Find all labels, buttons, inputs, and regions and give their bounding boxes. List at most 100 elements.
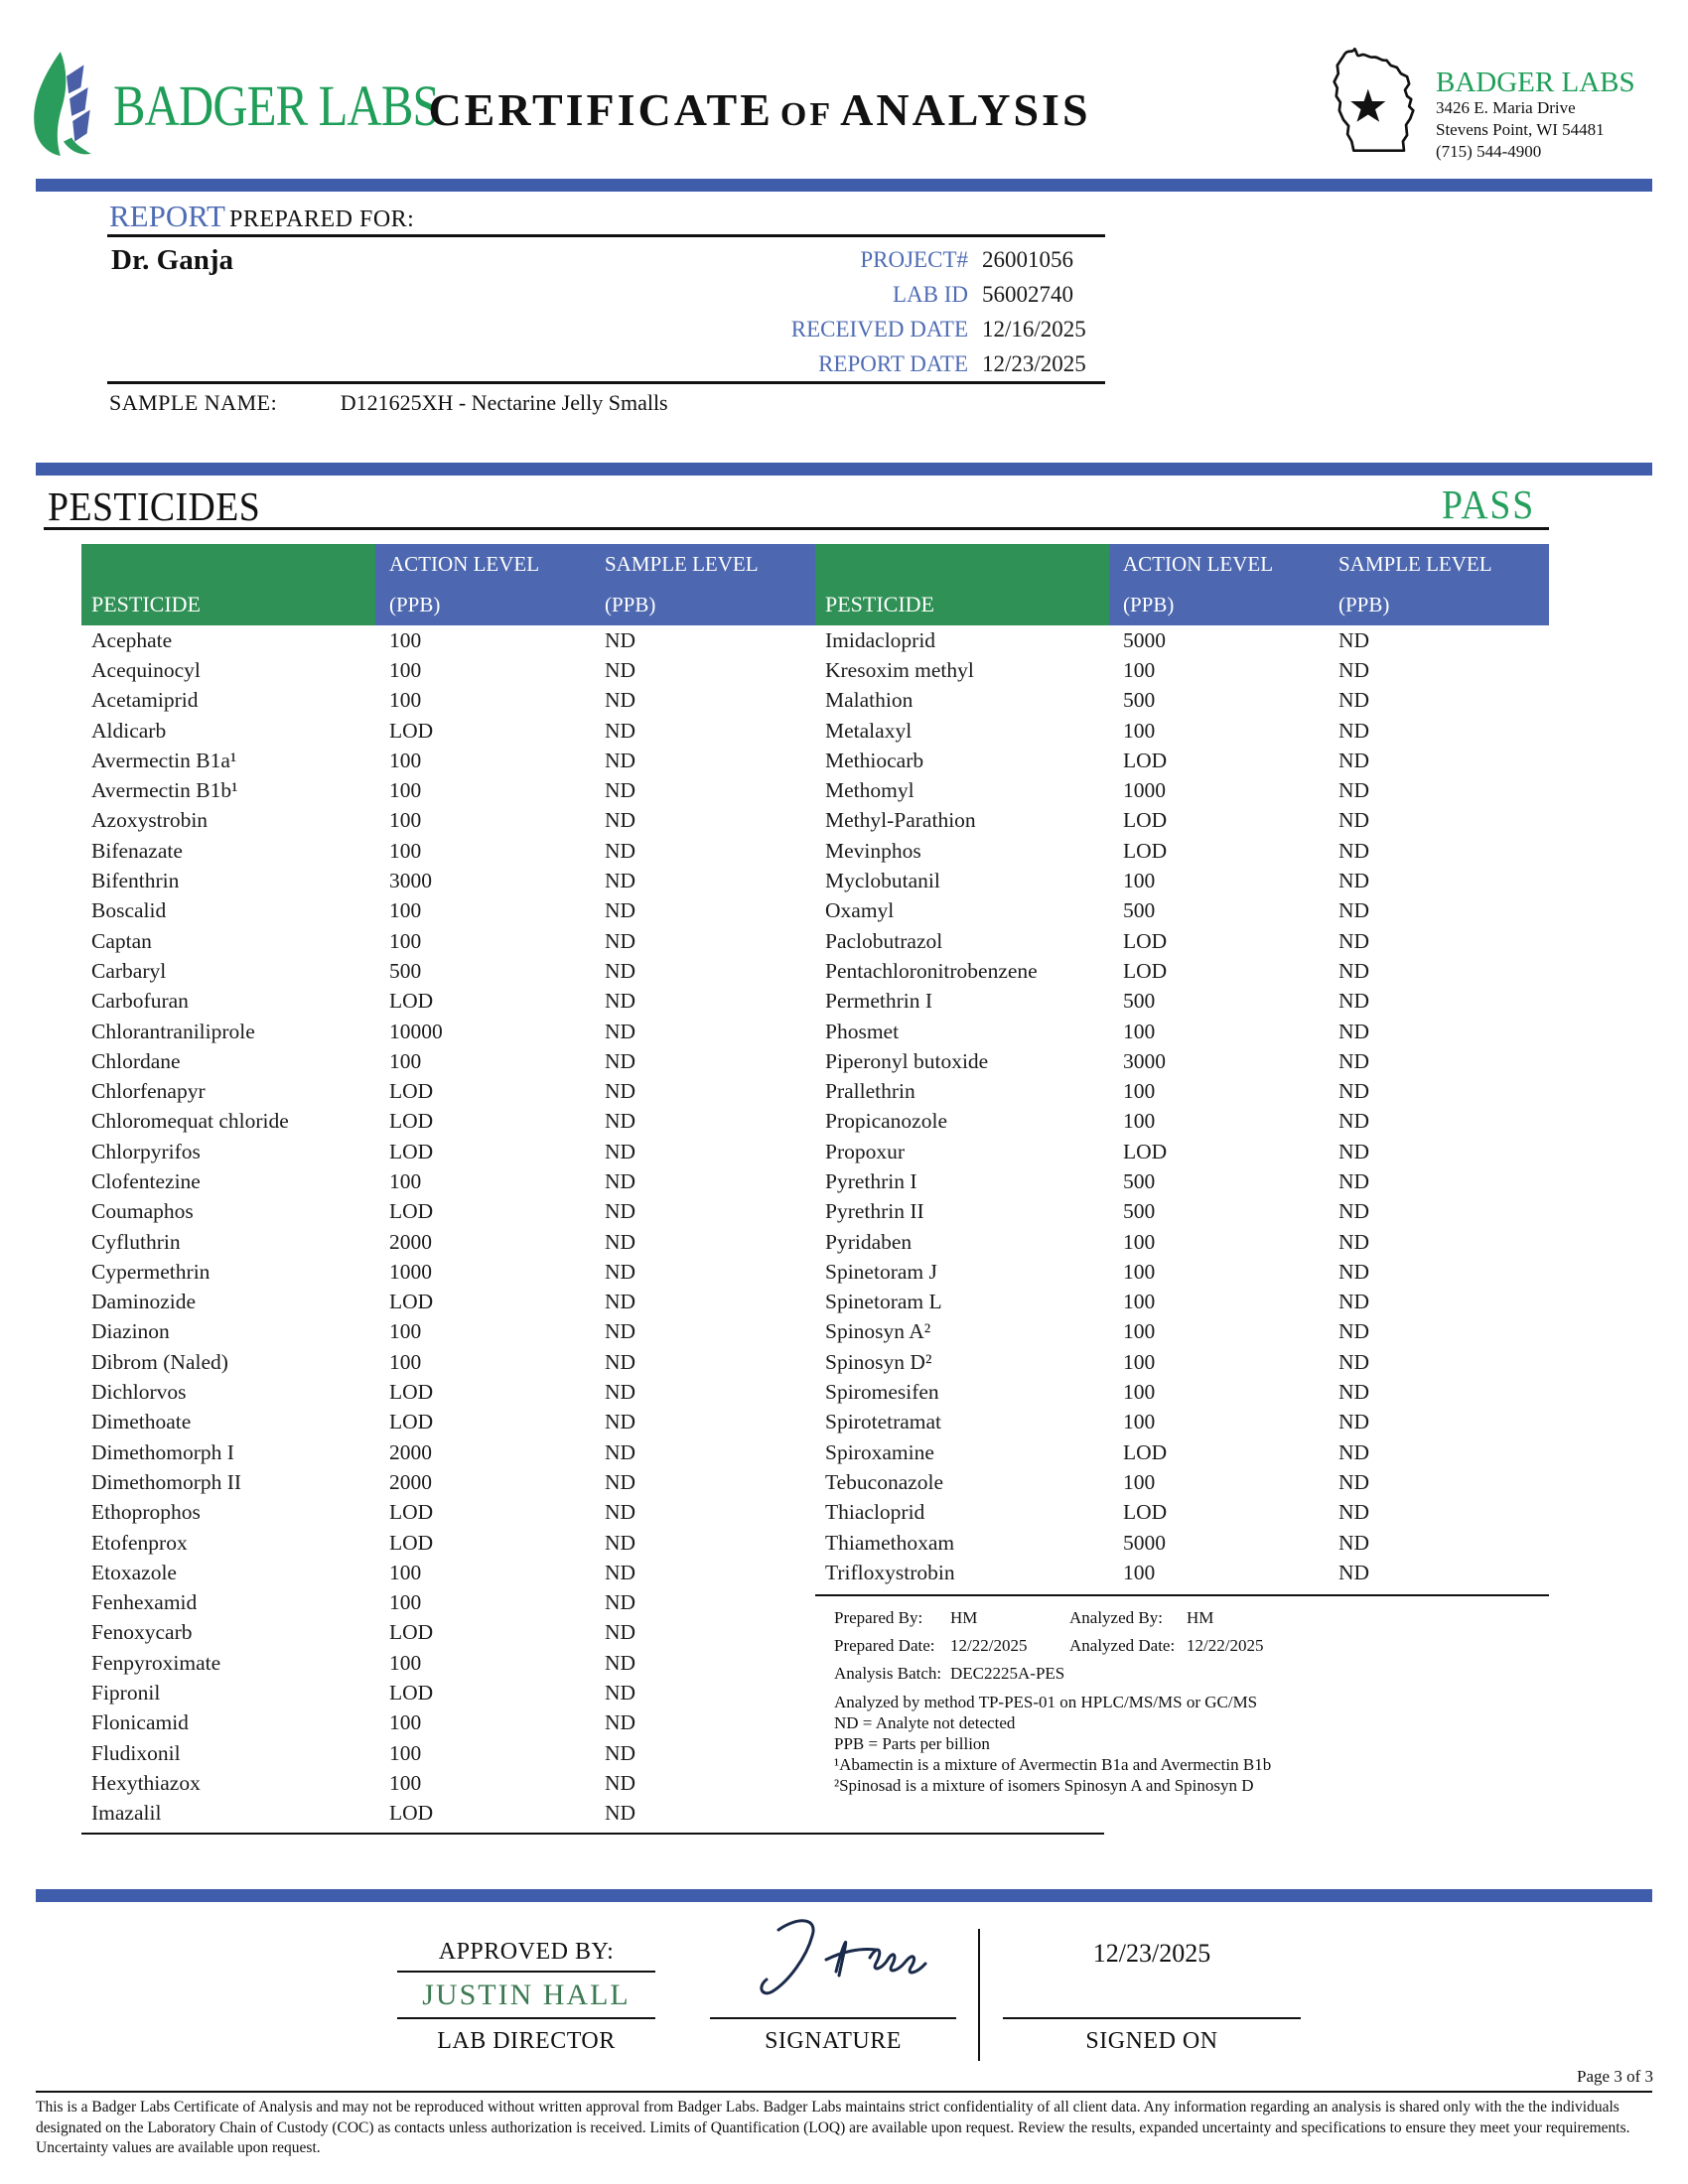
project-number-value: 26001056: [982, 246, 1073, 272]
sample-level-value: ND: [605, 1319, 636, 1344]
table-row: Dimethomorph I 2000 ND: [81, 1437, 815, 1467]
sample-level-value: ND: [605, 1560, 636, 1584]
report-heading-underline: [107, 234, 1105, 237]
action-level-header-text: ACTION LEVEL: [389, 552, 540, 576]
action-level-value: LOD: [1123, 958, 1168, 983]
report-date-label: REPORT DATE: [818, 350, 968, 376]
sample-level-value: ND: [605, 989, 636, 1014]
sample-level-value: ND: [605, 1048, 636, 1073]
pesticide-name: Dimethomorph II: [91, 1469, 242, 1494]
action-level-value: 100: [1123, 718, 1156, 743]
pesticide-name: Bifenthrin: [91, 869, 180, 893]
sample-level-value: ND: [1338, 869, 1370, 893]
table-row: Cypermethrin 1000 ND: [81, 1257, 815, 1287]
lab-id-value: 56002740: [982, 281, 1073, 307]
sample-level-value: ND: [605, 958, 636, 983]
pesticide-name: Thiacloprid: [825, 1500, 925, 1525]
table-row: Pyrethrin II 500 ND: [815, 1197, 1549, 1227]
action-level-value: LOD: [1123, 1500, 1168, 1525]
table-row: Thiacloprid LOD ND: [815, 1498, 1549, 1528]
sample-level-value: ND: [1338, 808, 1370, 833]
pesticide-name: Captan: [91, 928, 152, 953]
table-row: Fipronil LOD ND: [81, 1678, 815, 1707]
table-row: Captan 100 ND: [81, 926, 815, 956]
pesticide-name: Bifenazate: [91, 838, 183, 863]
pesticide-name: Aldicarb: [91, 718, 167, 743]
sample-level-value: ND: [605, 1349, 636, 1374]
action-level-value: 1000: [1123, 778, 1166, 803]
pesticide-name: Malathion: [825, 688, 914, 713]
sample-level-value: ND: [1338, 1079, 1370, 1104]
sample-level-value: ND: [1338, 1439, 1370, 1464]
table-row: Methomyl 1000 ND: [815, 775, 1549, 805]
pesticide-name: Etofenprox: [91, 1530, 188, 1555]
pesticide-name: Cypermethrin: [91, 1259, 211, 1284]
section-underline: [44, 527, 1549, 530]
title-word-analysis: ANALYSIS: [840, 84, 1091, 135]
pesticide-name: Methyl-Parathion: [825, 808, 976, 833]
sample-level-value: ND: [605, 688, 636, 713]
action-level-value: 10000: [389, 1019, 443, 1043]
pesticide-name: Pyridaben: [825, 1229, 913, 1254]
sample-level-value: ND: [605, 1469, 636, 1494]
action-level-value: 500: [389, 958, 422, 983]
sample-level-value: ND: [605, 808, 636, 833]
sample-level-value: ND: [605, 869, 636, 893]
footer-vertical-divider: [978, 1929, 980, 2061]
analyzed-by-label: Analyzed By:: [1069, 1607, 1163, 1627]
table-row: Fenhexamid 100 ND: [81, 1588, 815, 1618]
table-row: Spiromesifen 100 ND: [815, 1377, 1549, 1407]
prepared-date-row: Prepared Date: 12/22/2025 Analyzed Date:…: [834, 1632, 1549, 1660]
prepared-by-value: HM: [950, 1607, 978, 1627]
table-row: Spinosyn D² 100 ND: [815, 1347, 1549, 1377]
table-row: Acephate 100 ND: [81, 625, 815, 655]
sample-level-value: ND: [605, 748, 636, 772]
leaf-logo-icon: [30, 50, 101, 162]
table-row: Boscalid 100 ND: [81, 896, 815, 926]
action-level-value: 100: [389, 838, 422, 863]
pesticide-name: Fenoxycarb: [91, 1620, 193, 1645]
sample-level-value: ND: [1338, 1048, 1370, 1073]
sample-level-value: ND: [605, 928, 636, 953]
action-level-value: 100: [389, 1349, 422, 1374]
action-level-value: 1000: [389, 1259, 432, 1284]
pesticide-name: Flonicamid: [91, 1710, 189, 1735]
table-row: Dichlorvos LOD ND: [81, 1377, 815, 1407]
action-level-value: 100: [389, 1168, 422, 1193]
sample-level-value: ND: [1338, 898, 1370, 923]
action-level-value: 2000: [389, 1469, 432, 1494]
sample-level-value: ND: [1338, 1109, 1370, 1134]
table-row: Pyrethrin I 500 ND: [815, 1166, 1549, 1196]
action-level-value: 3000: [389, 869, 432, 893]
pesticide-name: Avermectin B1b¹: [91, 778, 238, 803]
action-level-value: 100: [389, 898, 422, 923]
action-level-value: 100: [1123, 657, 1156, 682]
action-level-value: LOD: [1123, 838, 1168, 863]
sample-level-value: ND: [1338, 1229, 1370, 1254]
action-level-value: 500: [1123, 688, 1156, 713]
table-row: Myclobutanil 100 ND: [815, 866, 1549, 895]
sample-level-value: ND: [1338, 688, 1370, 713]
sample-level-value: ND: [605, 657, 636, 682]
table-row: Chlorfenapyr LOD ND: [81, 1076, 815, 1106]
sample-level-value: ND: [1338, 838, 1370, 863]
sample-level-value: ND: [605, 1500, 636, 1525]
pesticide-name: Dibrom (Naled): [91, 1349, 228, 1374]
pesticide-name: Pyrethrin II: [825, 1199, 924, 1224]
lab-address-line1: 3426 E. Maria Drive: [1436, 98, 1576, 118]
pesticide-name: Permethrin I: [825, 989, 933, 1014]
action-level-value: LOD: [1123, 928, 1168, 953]
table-row: Fenoxycarb LOD ND: [81, 1618, 815, 1648]
table-row: Oxamyl 500 ND: [815, 896, 1549, 926]
header-group-left: PESTICIDE ACTION LEVEL (PPB) SAMPLE LEVE…: [81, 544, 815, 625]
table-row: Avermectin B1b¹ 100 ND: [81, 775, 815, 805]
table-row: Chlorantraniliprole 10000 ND: [81, 1017, 815, 1046]
sample-level-value: ND: [1338, 1560, 1370, 1584]
pesticide-name: Chlordane: [91, 1048, 181, 1073]
table-row: Mevinphos LOD ND: [815, 836, 1549, 866]
received-date-row: RECEIVED DATE 12/16/2025: [596, 312, 1092, 346]
sample-level-value: ND: [605, 778, 636, 803]
table-row: Spirotetramat 100 ND: [815, 1408, 1549, 1437]
table-row: Pentachloronitrobenzene LOD ND: [815, 956, 1549, 986]
pesticide-name: Spinetoram J: [825, 1259, 937, 1284]
